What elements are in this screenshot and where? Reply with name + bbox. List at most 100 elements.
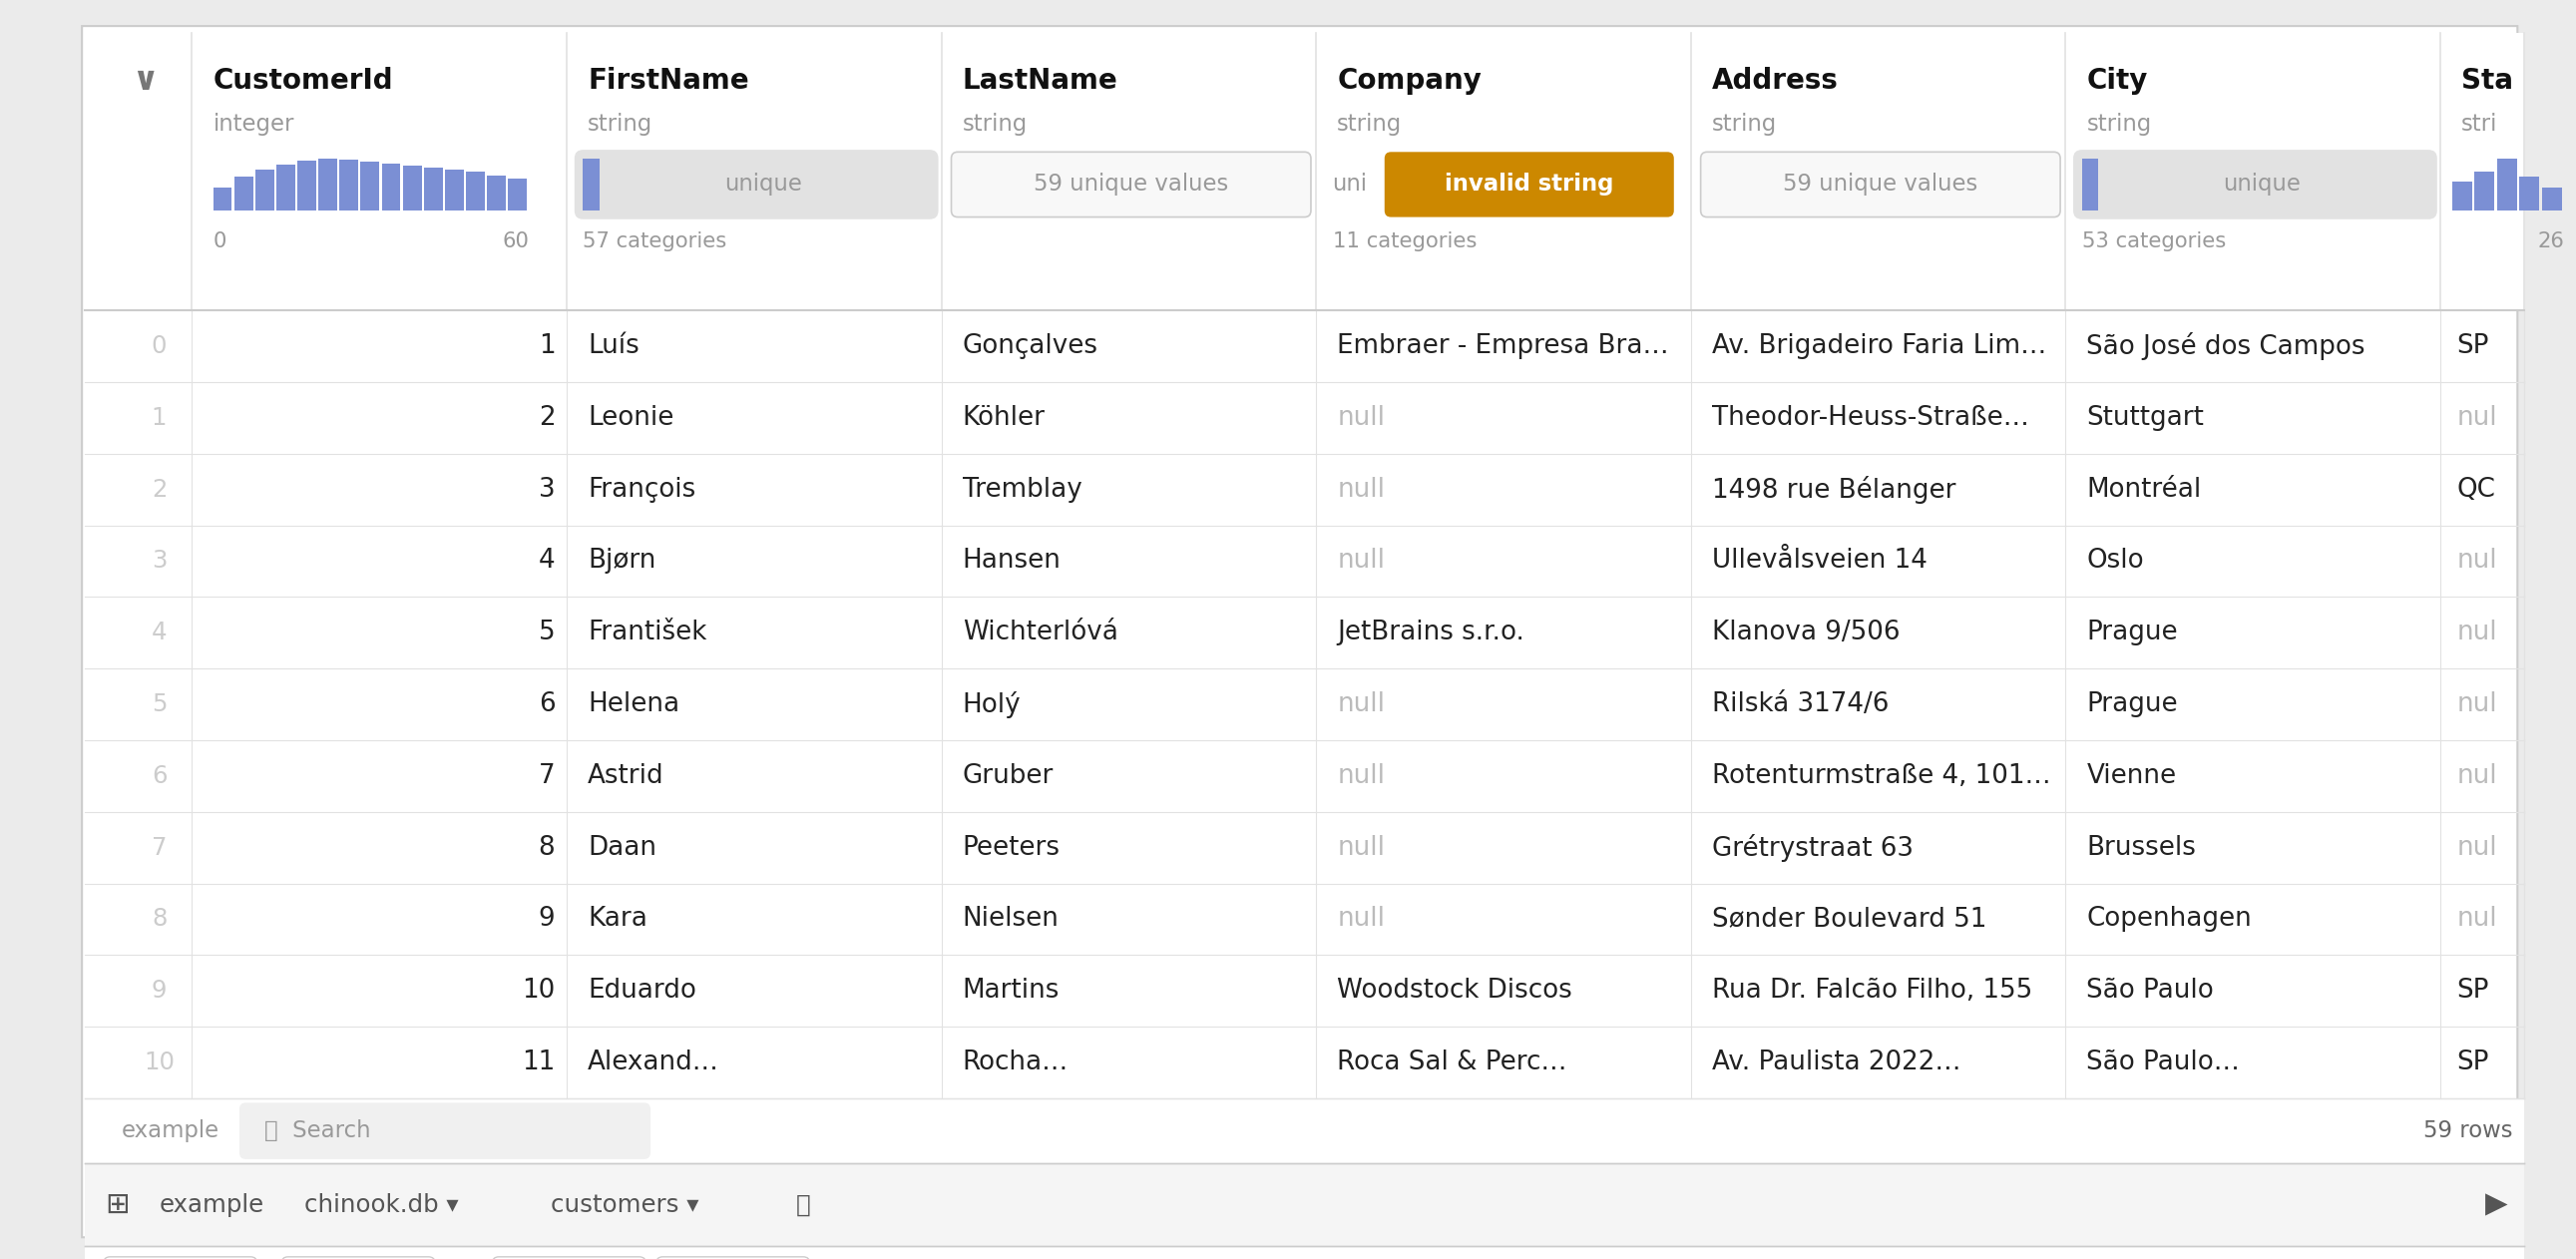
Text: Roca Sal & Perc…: Roca Sal & Perc… — [1337, 1050, 1566, 1075]
Text: Astrid: Astrid — [587, 763, 665, 789]
Text: Nielsen: Nielsen — [963, 906, 1059, 932]
Bar — [2476, 171, 2494, 210]
Text: Company: Company — [1337, 67, 1481, 94]
Text: string: string — [2087, 112, 2151, 135]
Text: Ullevålsveien 14: Ullevålsveien 14 — [1713, 548, 1927, 574]
Text: SP: SP — [2458, 978, 2488, 1003]
Text: Wichterlóvá: Wichterlóvá — [963, 619, 1118, 646]
Bar — [85, 1098, 2524, 1163]
Bar — [296, 161, 317, 210]
Text: nul: nul — [2458, 906, 2496, 932]
Text: example: example — [160, 1192, 265, 1216]
Text: 9: 9 — [538, 906, 554, 932]
Text: František: František — [587, 619, 706, 646]
Text: null: null — [1337, 476, 1386, 502]
Text: Av. Paulista 2022…: Av. Paulista 2022… — [1713, 1050, 1960, 1075]
Text: Brussels: Brussels — [2087, 835, 2197, 861]
Text: São José dos Campos: São José dos Campos — [2087, 332, 2365, 360]
Text: CustomerId: CustomerId — [214, 67, 394, 94]
Bar — [85, 33, 2524, 311]
Text: 10: 10 — [144, 1050, 175, 1074]
Text: 3: 3 — [152, 549, 167, 573]
Text: Alexand…: Alexand… — [587, 1050, 719, 1075]
Text: Oslo: Oslo — [2087, 548, 2143, 574]
Text: Prague: Prague — [2087, 691, 2177, 718]
FancyBboxPatch shape — [574, 150, 938, 219]
Text: nul: nul — [2458, 763, 2496, 789]
Text: stri: stri — [2460, 112, 2499, 135]
Text: 8: 8 — [152, 908, 167, 932]
Text: 6: 6 — [152, 764, 167, 788]
Text: Kara: Kara — [587, 906, 647, 932]
Text: ⌕  Search: ⌕ Search — [265, 1119, 371, 1142]
Text: City: City — [2087, 67, 2148, 94]
Text: 4: 4 — [538, 548, 554, 574]
Text: integer: integer — [214, 112, 294, 135]
FancyBboxPatch shape — [82, 26, 2517, 1238]
Text: Bjørn: Bjørn — [587, 548, 657, 574]
Text: Rua Dr. Falcão Filho, 155: Rua Dr. Falcão Filho, 155 — [1713, 978, 2032, 1003]
Text: Holý: Holý — [963, 691, 1020, 718]
FancyBboxPatch shape — [657, 1256, 809, 1259]
Text: 4: 4 — [152, 621, 167, 645]
Bar — [466, 172, 484, 210]
Bar — [2496, 159, 2517, 210]
Text: nul: nul — [2458, 691, 2496, 718]
Text: nul: nul — [2458, 835, 2496, 861]
Text: null: null — [1337, 906, 1386, 932]
Text: 8: 8 — [538, 835, 554, 861]
Bar — [255, 170, 273, 210]
Text: unique: unique — [2223, 172, 2300, 196]
Text: 7: 7 — [538, 763, 554, 789]
Text: Eduardo: Eduardo — [587, 978, 696, 1003]
Text: Luís: Luís — [587, 334, 639, 359]
Bar — [582, 159, 600, 210]
Text: 6: 6 — [538, 691, 554, 718]
Text: 11 categories: 11 categories — [1332, 230, 1476, 251]
Bar — [361, 162, 379, 210]
FancyBboxPatch shape — [240, 1103, 652, 1160]
Text: Embraer - Empresa Bra…: Embraer - Empresa Bra… — [1337, 334, 1669, 359]
Text: Köhler: Köhler — [963, 405, 1046, 431]
Text: 🗹: 🗹 — [796, 1192, 811, 1216]
Text: 53 categories: 53 categories — [2081, 230, 2226, 251]
Bar — [85, 1163, 2524, 1246]
Text: string: string — [963, 112, 1028, 135]
Text: 9: 9 — [152, 980, 167, 1003]
Text: Tremblay: Tremblay — [963, 476, 1082, 502]
Text: chinook.db ▾: chinook.db ▾ — [304, 1192, 459, 1216]
Bar — [214, 188, 232, 210]
Text: 60: 60 — [502, 230, 528, 251]
Text: nul: nul — [2458, 619, 2496, 646]
Text: Woodstock Discos: Woodstock Discos — [1337, 978, 1571, 1003]
Text: Theodor-Heuss-Straße…: Theodor-Heuss-Straße… — [1713, 405, 2030, 431]
Text: Vienne: Vienne — [2087, 763, 2177, 789]
Text: 2: 2 — [538, 405, 554, 431]
Text: 5: 5 — [152, 692, 167, 716]
Text: string: string — [587, 112, 652, 135]
Text: unique: unique — [724, 172, 801, 196]
Text: 10: 10 — [523, 978, 554, 1003]
Text: invalid string: invalid string — [1445, 172, 1613, 196]
Text: JetBrains s.r.o.: JetBrains s.r.o. — [1337, 619, 1525, 646]
Bar — [381, 164, 399, 210]
Text: Grétrystraat 63: Grétrystraat 63 — [1713, 833, 1914, 861]
Text: Gonçalves: Gonçalves — [963, 334, 1097, 359]
Text: São Paulo: São Paulo — [2087, 978, 2213, 1003]
FancyBboxPatch shape — [492, 1256, 647, 1259]
FancyBboxPatch shape — [281, 1256, 435, 1259]
Text: nul: nul — [2458, 548, 2496, 574]
Bar — [319, 159, 337, 210]
Text: 59 unique values: 59 unique values — [1783, 172, 1978, 196]
Text: Av. Brigadeiro Faria Lim…: Av. Brigadeiro Faria Lim… — [1713, 334, 2045, 359]
Text: 59 unique values: 59 unique values — [1033, 172, 1229, 196]
Bar — [487, 175, 505, 210]
Text: nul: nul — [2458, 405, 2496, 431]
Text: ▶: ▶ — [2486, 1191, 2506, 1219]
Text: ⊞: ⊞ — [106, 1191, 129, 1219]
Text: Klanova 9/506: Klanova 9/506 — [1713, 619, 1901, 646]
Text: LastName: LastName — [963, 67, 1118, 94]
Text: QC: QC — [2458, 476, 2496, 502]
Text: null: null — [1337, 835, 1386, 861]
Text: SP: SP — [2458, 334, 2488, 359]
